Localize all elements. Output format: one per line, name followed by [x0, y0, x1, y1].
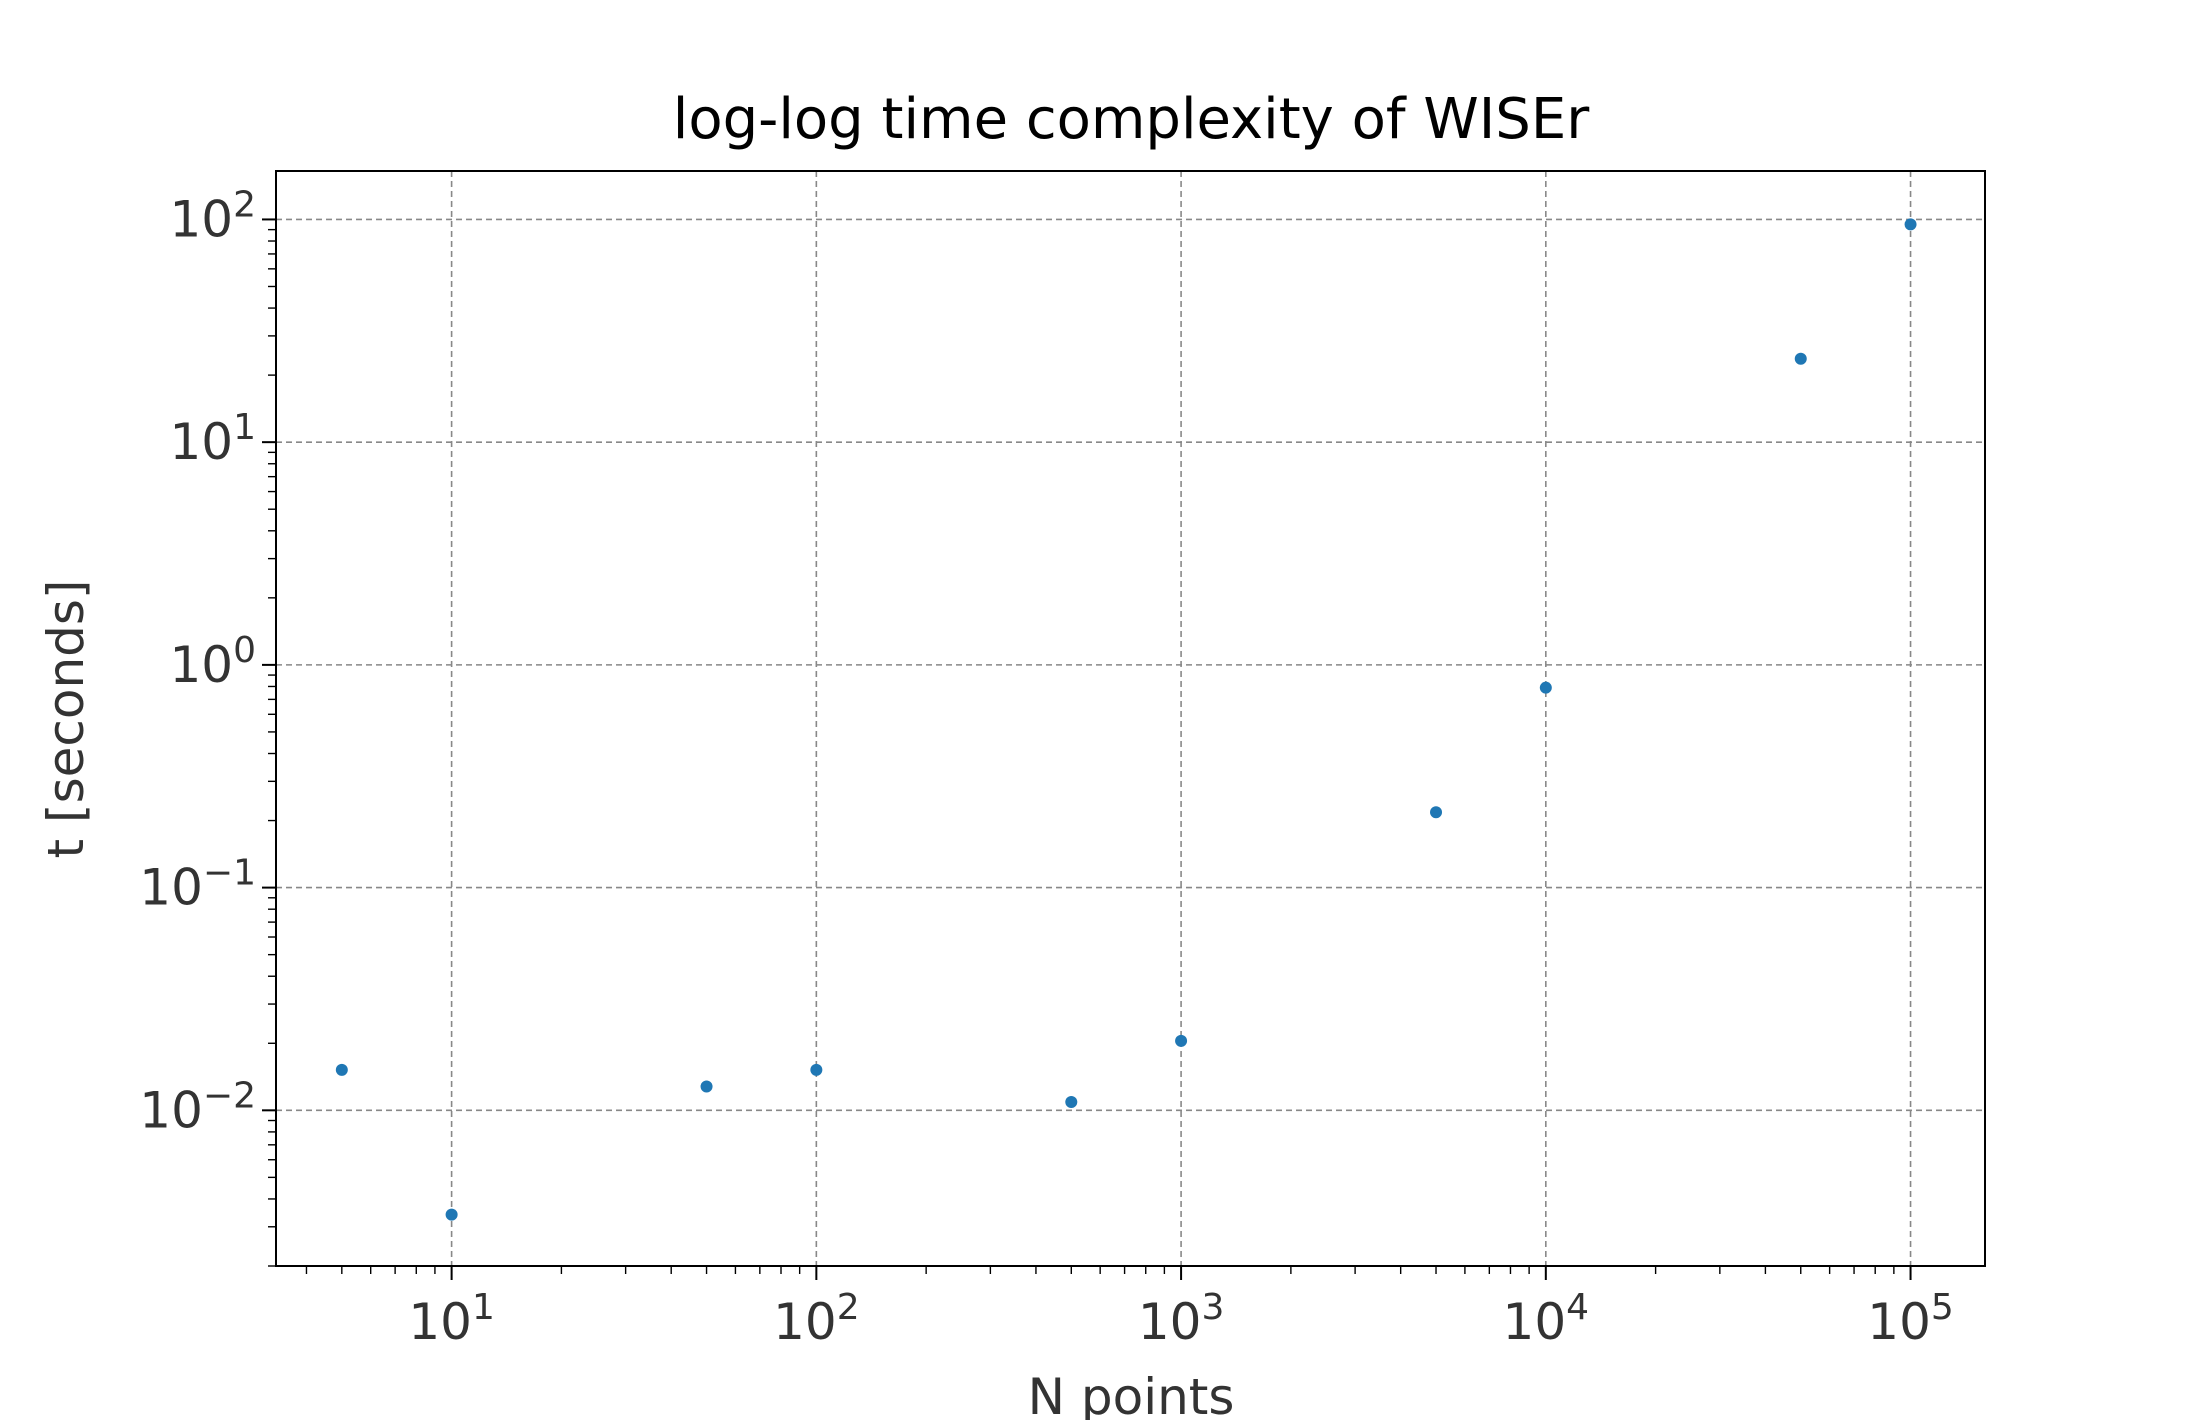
- data-point: [810, 1063, 823, 1076]
- data-point: [335, 1063, 348, 1076]
- x-tick-label: 101: [408, 1287, 495, 1351]
- data-point: [1065, 1095, 1078, 1108]
- y-tick-label: 10−2: [139, 1075, 256, 1139]
- tick-labels: 101 102 103 104 105 10−2 10−1 100 101 102: [139, 184, 1954, 1351]
- y-tick-label: 101: [169, 407, 256, 471]
- x-tick-label: 103: [1138, 1287, 1225, 1351]
- data-point: [445, 1208, 458, 1221]
- data-point: [1539, 681, 1552, 694]
- y-axis-label: t [seconds]: [37, 580, 95, 859]
- axis-ticks: [262, 218, 1912, 1280]
- y-tick-label: 102: [169, 184, 256, 248]
- grid: [276, 171, 1985, 1266]
- data-point: [1794, 352, 1807, 365]
- chart-title: log-log time complexity of WISEr: [673, 87, 1590, 152]
- data-point: [1430, 806, 1443, 819]
- data-point: [1175, 1034, 1188, 1047]
- plot-frame: [275, 170, 1986, 1267]
- x-tick-label: 102: [773, 1287, 860, 1351]
- y-tick-label: 10−1: [139, 853, 256, 917]
- data-point: [700, 1080, 713, 1093]
- y-tick-label: 100: [169, 630, 256, 694]
- data-points: [335, 218, 1917, 1221]
- x-axis-label: N points: [1028, 1368, 1235, 1420]
- data-point: [1904, 218, 1917, 231]
- x-tick-label: 104: [1503, 1287, 1590, 1351]
- x-tick-label: 105: [1867, 1287, 1954, 1351]
